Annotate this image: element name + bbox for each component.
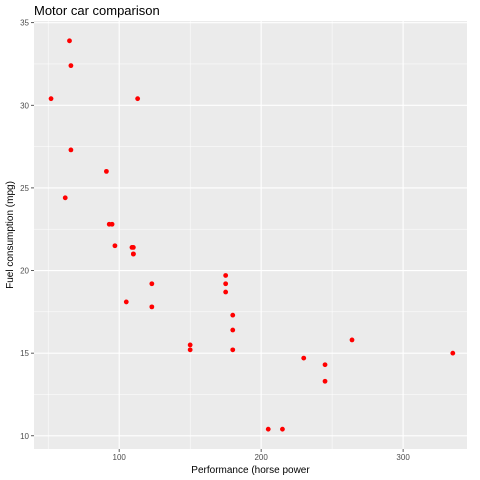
chart-title: Motor car comparison: [34, 3, 160, 18]
data-point: [230, 312, 236, 318]
data-point: [223, 273, 229, 278]
data-point: [265, 426, 271, 432]
data-point: [450, 350, 456, 356]
data-point: [48, 96, 54, 102]
data-point: [67, 38, 72, 44]
x-tick-label: 100: [113, 453, 127, 462]
data-point: [322, 362, 328, 368]
data-point: [230, 347, 236, 353]
data-point: [223, 281, 229, 287]
data-point: [187, 347, 193, 353]
major-gridlines: [34, 21, 467, 449]
data-point: [68, 147, 74, 153]
y-tick-label: 25: [20, 184, 29, 193]
minor-gridlines: [34, 21, 467, 449]
data-point: [230, 327, 236, 333]
data-point: [112, 243, 118, 249]
y-tick-label: 10: [20, 432, 29, 441]
data-point: [187, 342, 193, 348]
data-point: [104, 168, 109, 174]
data-point: [301, 355, 307, 361]
data-point: [123, 299, 129, 305]
y-axis-tick-labels: 10 15 20 25 30 35: [20, 19, 29, 441]
data-point: [149, 304, 155, 310]
plot-panel: [34, 21, 467, 449]
y-axis-title: Fuel consumption (mpg): [5, 181, 16, 289]
y-tick-label: 15: [20, 349, 29, 358]
x-tick-label: 300: [396, 453, 410, 462]
y-tick-label: 35: [20, 19, 29, 28]
x-tick-label: 200: [254, 453, 268, 462]
axis-ticks: [31, 22, 404, 452]
data-points: [48, 38, 456, 432]
data-point: [135, 96, 141, 102]
data-point: [129, 244, 135, 250]
data-point: [223, 289, 229, 295]
x-axis-title: Performance (horse power: [191, 465, 310, 476]
data-point: [68, 63, 74, 69]
data-point: [322, 378, 328, 384]
data-point: [280, 426, 285, 432]
data-point: [130, 251, 136, 257]
x-axis-tick-labels: 100 200 300: [113, 453, 411, 462]
data-point: [149, 281, 155, 287]
y-tick-label: 20: [20, 267, 29, 276]
data-point: [109, 221, 115, 227]
data-point: [349, 337, 355, 343]
y-tick-label: 30: [20, 101, 29, 110]
data-point: [62, 195, 68, 201]
